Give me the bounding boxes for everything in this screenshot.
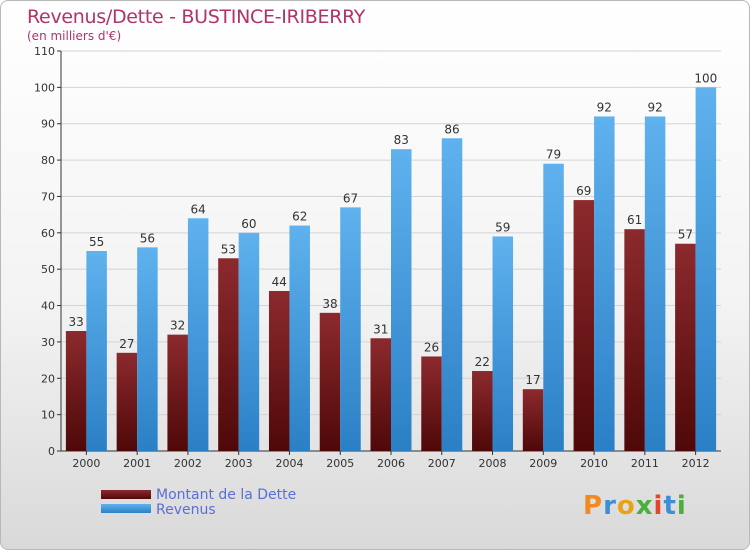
data-label-debt: 32 [170,319,185,333]
bar-revenue [543,163,564,451]
data-label-debt: 57 [678,228,693,242]
x-tick-label: 2005 [326,457,354,470]
x-tick-label: 2010 [580,457,608,470]
logo-letter: r [603,491,617,521]
data-label-revenue: 60 [241,217,256,231]
bar-debt [370,338,391,451]
x-tick-label: 2006 [377,457,405,470]
data-label-revenue: 56 [140,231,155,245]
bar-revenue [238,232,260,451]
bar-debt [472,371,493,451]
x-tick-label: 2004 [275,457,303,470]
bar-revenue [340,207,361,451]
x-tick-label: 2008 [479,457,507,470]
legend-label-debt: Montant de la Dette [156,487,297,503]
bar-debt [675,243,696,451]
legend-label-revenue: Revenus [156,502,216,518]
bar-revenue [492,236,514,451]
data-label-debt: 44 [272,275,287,289]
data-label-revenue: 67 [343,191,358,205]
y-tick-label: 70 [41,190,55,203]
data-label-revenue: 92 [597,100,612,114]
bar-revenue [695,87,717,451]
y-tick-label: 110 [34,45,55,58]
data-labels: 33 55 27 56 32 64 53 60 44 62 38 67 31 83 26 86 22 59 17 79… [68,71,717,387]
data-label-revenue: 86 [444,122,459,136]
x-tick-label: 2002 [174,457,202,470]
legend-swatch-debt [101,490,151,499]
bar-debt [268,291,290,451]
y-tick-label: 20 [41,372,55,385]
x-tick-label: 2003 [225,457,253,470]
y-tick-label: 40 [41,300,55,313]
x-tick-label: 2011 [631,457,659,470]
bar-revenue [289,225,310,451]
bar-debt [421,356,442,451]
legend-swatch-revenue [101,504,151,513]
data-label-debt: 27 [119,337,134,351]
logo-letter: i [676,491,687,521]
y-tick-label: 100 [34,81,55,94]
bar-revenue [86,251,107,451]
data-label-debt: 38 [322,297,337,311]
logo-letter: i [653,491,664,521]
data-label-revenue: 59 [495,220,510,234]
bar-revenue [594,116,615,452]
data-label-debt: 17 [525,373,540,387]
logo-letter: t [663,491,677,521]
data-label-debt: 31 [373,322,388,336]
chart-title: Revenus/Dette - BUSTINCE-IRIBERRY [27,6,366,28]
data-label-debt: 22 [475,355,490,369]
data-label-revenue: 79 [546,148,561,162]
bar-debt [522,389,544,451]
bars [65,87,717,452]
x-tick-label: 2009 [529,457,557,470]
y-tick-label: 0 [48,445,55,458]
bar-debt [624,229,645,451]
x-tick-label: 2007 [428,457,456,470]
data-label-revenue: 62 [292,210,307,224]
logo-letter: P [583,491,604,521]
bar-revenue [187,218,209,451]
bar-debt [218,258,239,451]
bar-revenue [441,138,463,452]
bar-debt [167,334,188,451]
data-label-revenue: 83 [394,133,409,147]
bar-revenue [391,149,412,451]
y-tick-label: 80 [41,154,55,167]
y-tick-label: 90 [41,118,55,131]
data-label-revenue: 64 [191,202,206,216]
data-label-revenue: 55 [89,235,104,249]
y-tick-label: 10 [41,409,55,422]
data-label-debt: 53 [221,242,236,256]
x-tick-label: 2000 [72,457,100,470]
proxiti-logo: Proxiti [583,491,687,521]
x-tick-label: 2012 [682,457,710,470]
data-label-revenue: 92 [647,100,662,114]
bar-debt [116,352,138,451]
bar-debt [319,312,341,451]
data-label-debt: 69 [576,184,591,198]
bar-revenue [137,247,158,451]
y-tick-label: 60 [41,227,55,240]
data-label-revenue: 100 [694,71,717,85]
bar-revenue [644,116,666,452]
bar-debt [65,331,87,451]
x-tick-label: 2001 [123,457,151,470]
data-label-debt: 61 [627,213,642,227]
data-label-debt: 26 [424,340,439,354]
y-tick-label: 30 [41,336,55,349]
logo-letter: x [635,491,654,521]
data-label-debt: 33 [68,315,83,329]
logo-letter: o [616,491,636,521]
y-tick-label: 50 [41,263,55,276]
chart-subtitle: (en milliers d'€) [27,29,122,43]
bar-debt [573,200,595,451]
